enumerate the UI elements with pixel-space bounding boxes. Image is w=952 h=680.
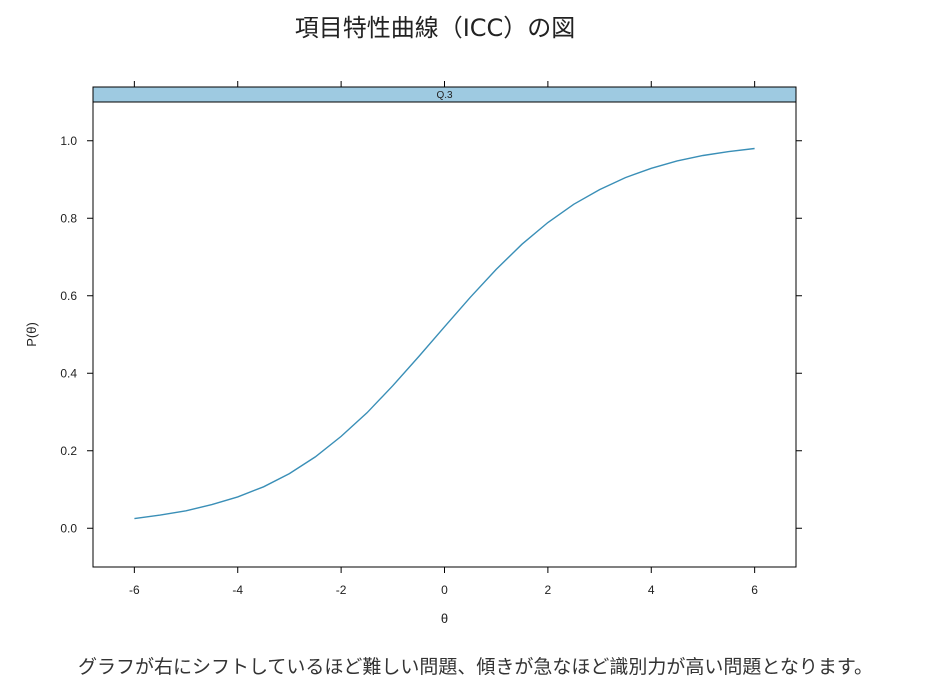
x-tick-label: 2	[545, 583, 552, 597]
x-tick-label: 4	[648, 583, 655, 597]
y-tick-label: 0.0	[60, 521, 77, 535]
x-axis-label: θ	[441, 611, 448, 626]
chart-svg: Q.3 -6 -4 -2 0 2 4 6 0.0 0.2 0.4 0.6 0.8 1.0 θ P(θ)	[24, 81, 802, 626]
icc-chart: Q.3 -6 -4 -2 0 2 4 6 0.0 0.2 0.4 0.6 0.8 1.0 θ P(θ)	[0, 70, 952, 640]
y-tick-label: 0.6	[60, 289, 77, 303]
icc-curve	[134, 147, 755, 520]
y-tick-label: 0.8	[60, 211, 77, 225]
plot-frame	[92, 101, 797, 568]
y-axis-label: P(θ)	[24, 322, 39, 347]
chart-caption: グラフが右にシフトしているほど難しい問題、傾きが急なほど識別力が高い問題となりま…	[78, 656, 873, 678]
page-title: 項目特性曲線（ICC）の図	[294, 14, 576, 42]
x-tick-label: 0	[441, 583, 448, 597]
panel-strip-label: Q.3	[436, 90, 453, 101]
x-tick-label: -2	[336, 583, 347, 597]
y-tick-label: 0.2	[60, 444, 77, 458]
x-tick-label: -6	[129, 583, 140, 597]
x-tick-label: -4	[232, 583, 243, 597]
x-tick-label: 6	[751, 583, 758, 597]
y-tick-label: 0.4	[60, 366, 77, 380]
y-tick-label: 1.0	[60, 134, 77, 148]
